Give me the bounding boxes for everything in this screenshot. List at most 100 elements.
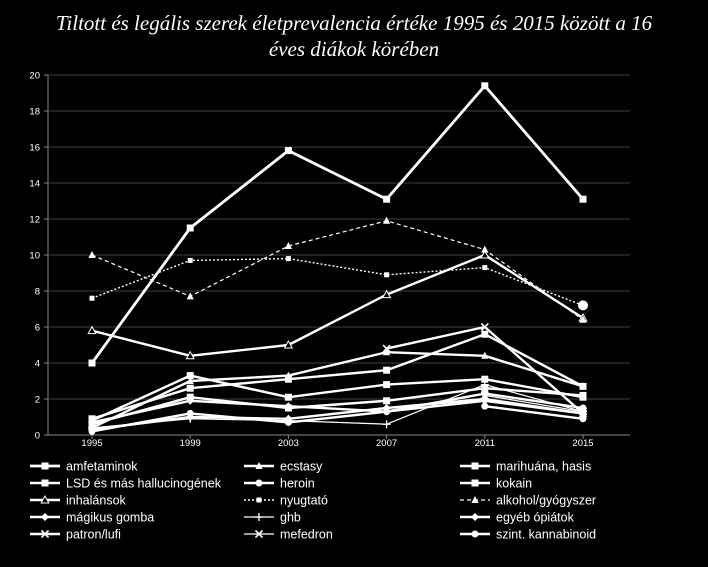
- point-ecstasy-1999: [186, 377, 194, 384]
- point-ecstasy-2011: [481, 351, 489, 359]
- point-inhalansok-1999: [185, 350, 195, 360]
- series-line-alkohol-gyogyszer: [91, 220, 584, 321]
- legend-label-kokain: kokain: [496, 477, 532, 491]
- point-egyeb-opiatok-2007: [382, 404, 391, 412]
- legend-label-magikus-gomba: mágikus gomba: [66, 511, 154, 525]
- point-ghb-2011: [480, 380, 489, 389]
- legend-item-patron-lufi: patron/lufi: [30, 528, 121, 542]
- point-mefedron-2015: [578, 407, 588, 416]
- legend-item-mefedron: mefedron: [244, 528, 333, 542]
- point-mefedron-2011: [480, 391, 489, 400]
- point-lsd-es-mas-hallucinogenek-2011: [481, 330, 489, 338]
- point-nyugtato-1995: [89, 295, 95, 301]
- point-marihuana-hasis-2007: [383, 381, 391, 389]
- point-nyugtato-1999: [187, 257, 193, 263]
- series-alkohol-gyogyszer: [88, 216, 587, 323]
- y-tick-label-2: 2: [35, 395, 40, 406]
- x-tick-label-1999: 1999: [180, 438, 201, 449]
- y-tick-label-16: 16: [29, 143, 40, 154]
- point-magikus-gomba-1999: [186, 396, 195, 405]
- series-layer: [87, 82, 588, 435]
- legend-marker-ecstasy: [255, 462, 263, 469]
- point-alkohol-gyogyszer-1999: [186, 292, 194, 300]
- y-tick-label-18: 18: [29, 107, 40, 118]
- legend-label-nyugtato: nyugtató: [280, 494, 328, 508]
- legend-marker-kokain: [471, 479, 479, 487]
- legend-item-ecstasy: ecstasy: [244, 460, 323, 474]
- x-tick-label-2003: 2003: [278, 438, 299, 449]
- legend-marker-magikus-gomba: [41, 513, 49, 521]
- point-alkohol-gyogyszer-1995: [88, 251, 96, 258]
- legend-label-alkohol-gyogyszer: alkohol/gyógyszer: [496, 494, 596, 508]
- legend: amfetaminok ecstasy marihuána, hasis LSD és…: [30, 460, 596, 542]
- point-inhalansok-2011: [480, 249, 490, 259]
- legend-marker-ghb: [255, 513, 263, 521]
- series-amfetaminok: [88, 82, 587, 367]
- point-amfetaminok-1995: [88, 359, 96, 367]
- point-lsd-es-mas-hallucinogenek-2007: [383, 366, 391, 374]
- legend-item-ghb: ghb: [244, 511, 301, 525]
- series-mefedron: [480, 391, 588, 416]
- y-tick-label-10: 10: [29, 251, 40, 262]
- point-amfetaminok-2003: [284, 147, 292, 155]
- series-line-inhalansok: [91, 253, 584, 357]
- legend-marker-alkohol-gyogyszer: [471, 496, 479, 503]
- y-tick-label-6: 6: [35, 323, 40, 334]
- legend-item-alkohol-gyogyszer: alkohol/gyógyszer: [460, 494, 596, 508]
- point-magikus-gomba-2003: [284, 402, 293, 411]
- legend-marker-marihuana-hasis: [471, 462, 479, 470]
- point-inhalansok-2003: [283, 339, 294, 349]
- point-amfetaminok-2007: [383, 195, 391, 203]
- point-alkohol-gyogyszer-2003: [284, 242, 292, 249]
- legend-item-amfetaminok: amfetaminok: [30, 460, 138, 474]
- x-tick-label-2007: 2007: [376, 438, 397, 449]
- point-kokain-2015: [579, 391, 587, 399]
- legend-label-amfetaminok: amfetaminok: [66, 460, 138, 474]
- chart-title-line-1: Tiltott és legális szerek életprevalenci…: [56, 11, 653, 35]
- series-line-nyugtato: [91, 257, 584, 307]
- extra-point-2015: [578, 300, 588, 311]
- legend-item-nyugtato: nyugtató: [244, 494, 328, 508]
- legend-marker-patron-lufi: [40, 529, 50, 539]
- x-tick-label-2011: 2011: [475, 438, 495, 449]
- legend-label-mefedron: mefedron: [280, 528, 333, 542]
- point-lsd-es-mas-hallucinogenek-2003: [284, 375, 292, 383]
- series-inhalansok: [87, 249, 588, 360]
- point-szint-kannabinoid-2011: [481, 402, 489, 410]
- point-nyugtato-2011: [482, 265, 488, 271]
- series-szint-kannabinoid: [481, 402, 587, 423]
- point-kokain-2007: [383, 397, 391, 405]
- point-patron-lufi-2011: [480, 322, 489, 332]
- legend-label-lsd-es-mas-hallucinogenek: LSD és más hallucinogének: [66, 477, 222, 491]
- legend-marker-lsd-es-mas-hallucinogenek: [41, 479, 49, 487]
- point-amfetaminok-2015: [579, 195, 587, 203]
- series-line-magikus-gomba: [91, 399, 584, 424]
- x-tick-label-2015: 2015: [572, 438, 593, 449]
- point-patron-lufi-2007: [382, 344, 391, 353]
- point-egyeb-opiatok-2003: [284, 414, 293, 423]
- point-marihuana-hasis-2011: [481, 375, 489, 383]
- legend-label-heroin: heroin: [280, 477, 315, 491]
- point-alkohol-gyogyszer-2011: [481, 245, 489, 253]
- point-amfetaminok-1999: [186, 224, 194, 232]
- y-tick-label-12: 12: [29, 215, 40, 226]
- point-amfetaminok-2011: [481, 82, 489, 90]
- y-tick-label-0: 0: [35, 431, 40, 442]
- legend-label-patron-lufi: patron/lufi: [66, 528, 121, 542]
- legend-item-inhalansok: inhalánsok: [30, 494, 127, 508]
- point-inhalansok-1995: [87, 325, 97, 335]
- legend-label-szint-kannabinoid: szint. kannabinoid: [496, 528, 596, 542]
- chart-title-line-2: éves diákok körében: [269, 37, 439, 61]
- point-alkohol-gyogyszer-2015: [579, 315, 587, 323]
- legend-marker-inhalansok: [40, 494, 50, 504]
- legend-marker-amfetaminok: [41, 462, 49, 470]
- y-tick-label-20: 20: [29, 71, 40, 82]
- legend-label-ecstasy: ecstasy: [280, 460, 323, 474]
- legend-item-heroin: heroin: [244, 477, 315, 491]
- y-tick-label-4: 4: [35, 359, 40, 370]
- point-lsd-es-mas-hallucinogenek-1999: [186, 384, 194, 392]
- point-marihuana-hasis-1999: [186, 372, 194, 380]
- point-nyugtato-2007: [384, 272, 390, 278]
